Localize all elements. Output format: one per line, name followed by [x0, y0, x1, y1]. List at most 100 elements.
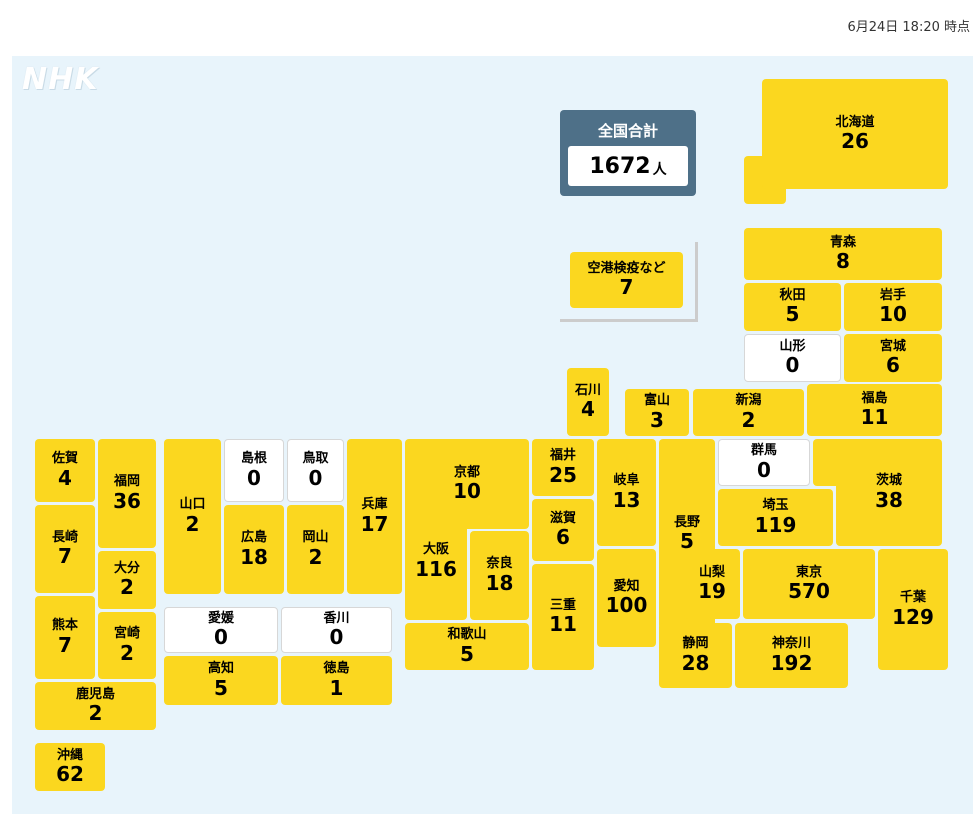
region-name: 沖縄	[56, 747, 83, 763]
region-count: 5	[680, 529, 694, 554]
region-name: 徳島	[323, 661, 350, 677]
region-kagoshima[interactable]: 鹿児島 2	[35, 682, 156, 730]
region-miyazaki[interactable]: 宮崎 2	[98, 612, 156, 679]
region-gunma[interactable]: 群馬 0	[718, 439, 810, 486]
region-count: 0	[308, 465, 323, 490]
region-count: 10	[879, 302, 907, 327]
region-count: 11	[860, 405, 889, 430]
region-count: 2	[88, 701, 103, 726]
region-osaka[interactable]: 大阪 116	[405, 503, 467, 620]
region-toyama[interactable]: 富山 3	[625, 389, 689, 436]
region-akita[interactable]: 秋田 5	[744, 283, 841, 331]
region-name: 秋田	[779, 287, 806, 303]
region-okayama[interactable]: 岡山 2	[287, 505, 344, 594]
national-total-value-box: 1672 人	[568, 146, 688, 186]
region-count: 2	[120, 640, 134, 665]
region-yamagata[interactable]: 山形 0	[744, 334, 841, 382]
region-airport-quarantine[interactable]: 空港検疫など 7	[570, 252, 683, 308]
region-niigata[interactable]: 新潟 2	[693, 389, 804, 436]
region-name: 石川	[574, 382, 601, 398]
region-count: 18	[240, 544, 268, 569]
region-name: 滋賀	[549, 510, 576, 526]
region-count: 4	[58, 465, 72, 490]
region-count: 10	[453, 479, 481, 504]
region-fukushima[interactable]: 福島 11	[807, 384, 942, 436]
region-name: 茨城	[875, 473, 902, 489]
region-count: 3	[650, 407, 664, 432]
region-tokyo[interactable]: 東京 570	[743, 549, 875, 619]
region-name: 島根	[240, 451, 267, 467]
japan-map: NHK 全国合計 1672 人 空港検疫など 7 北海道 26 青森 8 秋田 5 岩手 10…	[12, 56, 973, 814]
region-kochi[interactable]: 高知 5	[164, 656, 278, 705]
region-name: 愛媛	[207, 610, 234, 626]
region-count: 0	[214, 625, 228, 650]
region-nagasaki[interactable]: 長崎 7	[35, 505, 95, 593]
region-aomori[interactable]: 青森 8	[744, 228, 942, 280]
region-name: 高知	[207, 661, 234, 677]
region-aichi[interactable]: 愛知 100	[597, 549, 656, 647]
region-hyogo[interactable]: 兵庫 17	[347, 439, 402, 594]
region-count: 2	[741, 407, 756, 432]
region-count: 5	[214, 675, 228, 700]
timestamp: 6月24日 18:20 時点	[847, 20, 970, 35]
region-gifu[interactable]: 岐阜 13	[597, 439, 656, 546]
region-kanagawa[interactable]: 神奈川 192	[735, 623, 848, 688]
region-yamanashi[interactable]: 山梨 19	[684, 549, 740, 619]
region-shimane[interactable]: 島根 0	[224, 439, 284, 502]
region-count: 25	[549, 462, 577, 487]
region-ibaraki[interactable]: 茨城 38	[836, 439, 942, 546]
region-kagawa[interactable]: 香川 0	[281, 607, 392, 653]
region-okinawa[interactable]: 沖縄 62	[35, 743, 105, 791]
region-count: 19	[698, 579, 726, 604]
region-ishikawa[interactable]: 石川 4	[567, 368, 609, 436]
region-count: 0	[757, 457, 771, 482]
region-count: 7	[619, 275, 634, 300]
region-count: 4	[581, 397, 595, 422]
national-total-title: 全国合計	[597, 122, 658, 140]
region-name: 東京	[795, 564, 822, 580]
region-count: 8	[836, 249, 850, 274]
region-hiroshima[interactable]: 広島 18	[224, 505, 284, 594]
region-name: 北海道	[835, 114, 875, 130]
region-name: 静岡	[682, 636, 709, 652]
region-count: 26	[841, 129, 869, 154]
region-name: 埼玉	[762, 498, 789, 514]
region-fukuoka[interactable]: 福岡 36	[98, 439, 156, 548]
region-name: 鳥取	[302, 451, 329, 467]
region-shiga[interactable]: 滋賀 6	[532, 499, 594, 561]
region-fukui[interactable]: 福井 25	[532, 439, 594, 496]
region-iwate[interactable]: 岩手 10	[844, 283, 942, 331]
region-saitama[interactable]: 埼玉 119	[718, 489, 833, 546]
region-wakayama[interactable]: 和歌山 5	[405, 623, 529, 670]
region-count: 11	[549, 612, 577, 637]
region-tottori[interactable]: 鳥取 0	[287, 439, 344, 502]
region-count: 18	[485, 570, 514, 595]
region-miyagi[interactable]: 宮城 6	[844, 334, 942, 382]
region-name: 空港検疫など	[587, 260, 666, 276]
region-ehime[interactable]: 愛媛 0	[164, 607, 278, 653]
region-name: 大分	[113, 560, 140, 576]
region-hokkaido[interactable]: 北海道 26	[762, 79, 948, 189]
region-count: 6	[886, 353, 900, 378]
region-tokushima[interactable]: 徳島 1	[281, 656, 392, 705]
region-name: 大阪	[422, 542, 449, 558]
region-chiba[interactable]: 千葉 129	[878, 549, 948, 670]
region-count: 1	[329, 675, 344, 700]
region-name: 奈良	[486, 556, 513, 572]
region-name: 鹿児島	[75, 686, 115, 702]
region-count: 2	[185, 511, 200, 536]
region-mie[interactable]: 三重 11	[532, 564, 594, 670]
region-oita[interactable]: 大分 2	[98, 551, 156, 609]
region-saga[interactable]: 佐賀 4	[35, 439, 95, 502]
region-name: 福島	[861, 390, 888, 406]
region-name: 長野	[673, 514, 700, 530]
region-count: 0	[247, 465, 261, 490]
region-nara[interactable]: 奈良 18	[470, 531, 529, 620]
region-yamaguchi[interactable]: 山口 2	[164, 439, 221, 594]
region-kumamoto[interactable]: 熊本 7	[35, 596, 95, 679]
region-name: 群馬	[750, 443, 777, 459]
region-name: 山梨	[698, 564, 725, 580]
region-shizuoka[interactable]: 静岡 28	[659, 623, 732, 688]
region-name: 岐阜	[613, 473, 640, 489]
region-name: 宮崎	[113, 626, 140, 642]
